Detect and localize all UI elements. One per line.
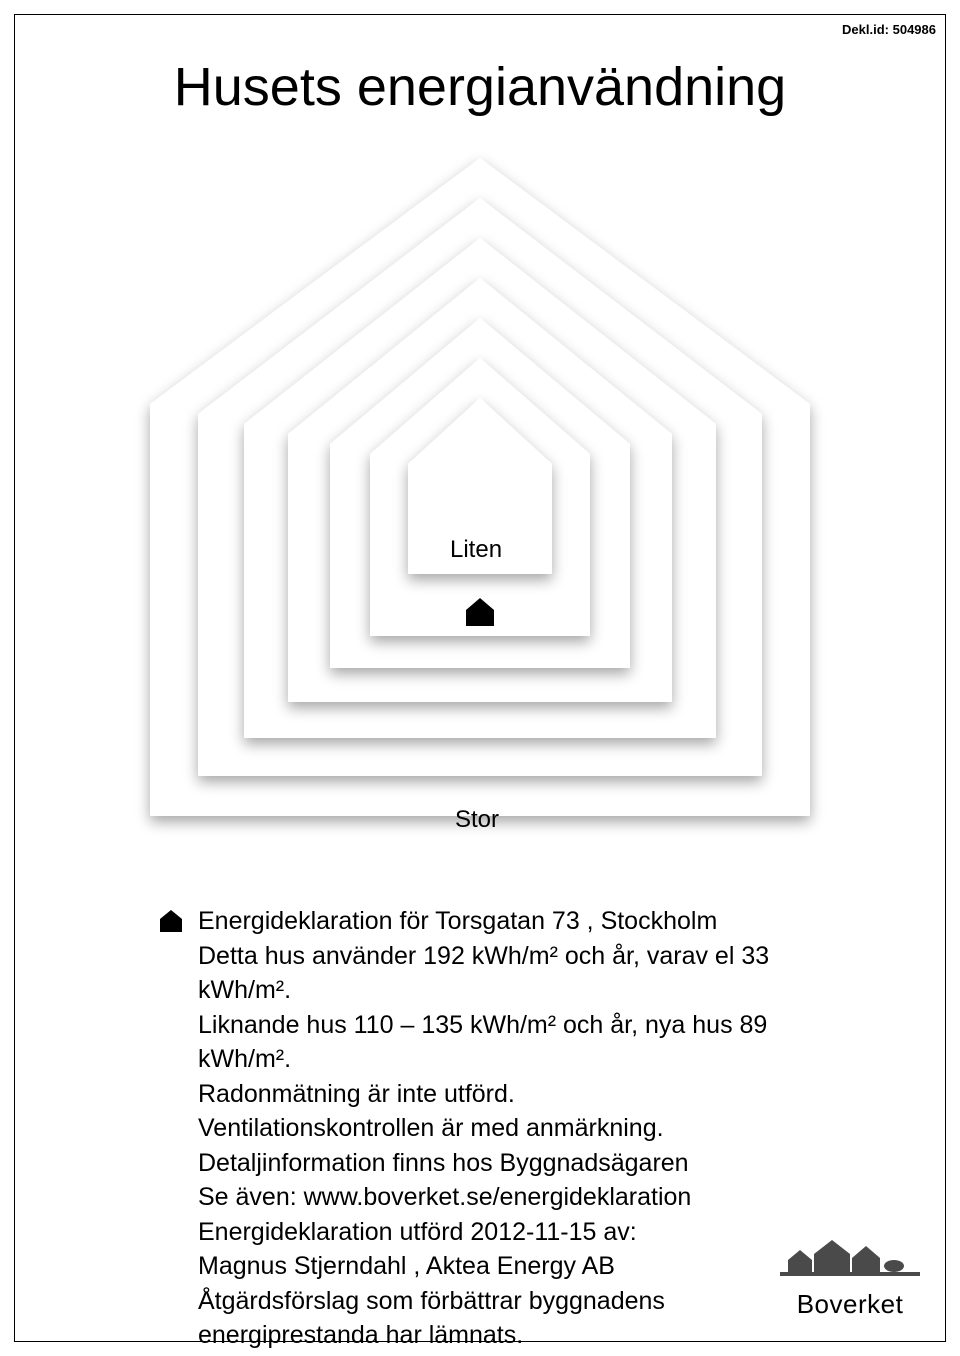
info-line-2: Detta hus använder 192 kWh/m² och år, va…: [158, 939, 818, 1008]
info-line-3: Liknande hus 110 – 135 kWh/m² och år, ny…: [158, 1008, 818, 1077]
info-line-1: Energideklaration för Torsgatan 73 , Sto…: [158, 904, 818, 939]
info-line-11: energiprestanda har lämnats.: [158, 1318, 818, 1353]
info-line-8: Energideklaration utförd 2012-11-15 av:: [158, 1215, 818, 1250]
label-liten: Liten: [450, 536, 502, 564]
info-line-6: Detaljinformation finns hos Byggnadsägar…: [158, 1146, 818, 1181]
energy-house-diagram: Liten Stor: [110, 136, 850, 856]
page-title: Husets energianvändning: [0, 56, 960, 118]
info-line-5: Ventilationskontrollen är med anmärkning…: [158, 1111, 818, 1146]
info-line-9: Magnus Stjerndahl , Aktea Energy AB: [158, 1249, 818, 1284]
info-line-4: Radonmätning är inte utförd.: [158, 1077, 818, 1112]
boverket-logo-text: Boverket: [780, 1289, 920, 1320]
boverket-houses-icon: [780, 1232, 920, 1282]
label-stor: Stor: [455, 806, 499, 834]
info-line-7: Se även: www.boverket.se/energideklarati…: [158, 1180, 818, 1215]
declaration-id: Dekl.id: 504986: [842, 22, 936, 37]
boverket-logo: Boverket: [780, 1232, 920, 1320]
info-line1-text: Energideklaration för Torsgatan 73 , Sto…: [198, 907, 717, 935]
info-line-10: Åtgärdsförslag som förbättrar byggnadens: [158, 1284, 818, 1319]
info-text-block: Energideklaration för Torsgatan 73 , Sto…: [158, 904, 818, 1353]
